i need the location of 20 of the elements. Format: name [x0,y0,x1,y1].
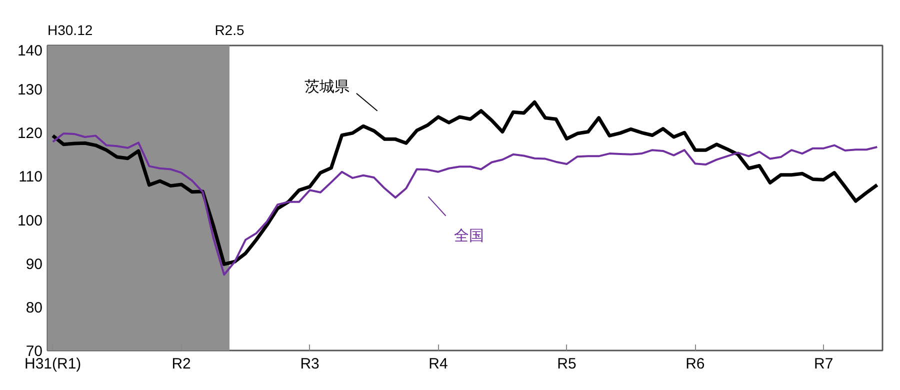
line-series [52,132,878,276]
line-series [51,100,879,266]
text: H30.12 [48,22,93,38]
y-tick-label: 120 [17,125,43,142]
y-tick-label: 130 [17,82,43,99]
text: 茨城県 [304,78,350,96]
x-tick-label: R3 [300,356,320,372]
x-tick-label: R2 [172,356,191,372]
x-tick-label: R4 [428,356,448,372]
x-tick-label: R5 [557,356,576,372]
y-tick-label: 100 [17,212,43,230]
text: 全国 [454,227,484,244]
x-tick-label: R6 [686,356,705,372]
x-tick-label: H31(R1) [24,356,82,372]
y-tick-label: 140 [17,42,43,60]
y-tick-label: 80 [26,299,43,316]
x-tick-label: R7 [814,356,834,372]
text: R2.5 [214,22,244,38]
y-tick-label: 90 [26,256,43,273]
y-tick-label: 110 [18,168,43,186]
